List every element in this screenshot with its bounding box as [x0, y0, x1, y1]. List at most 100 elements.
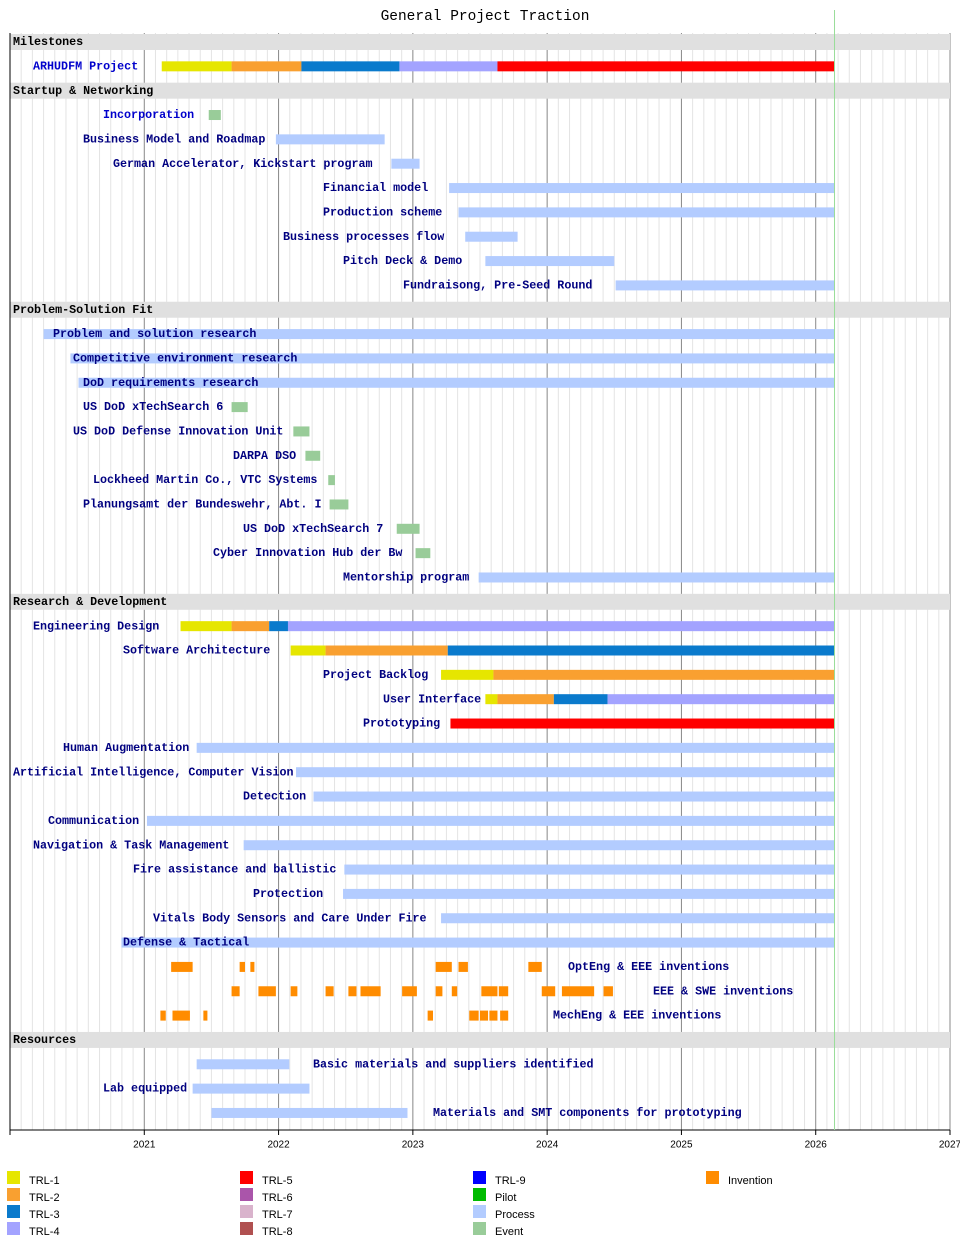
section-label: Research & Development — [13, 595, 167, 609]
task-bar — [435, 986, 443, 997]
legend-label: TRL-4 — [29, 1226, 60, 1238]
task-bar — [485, 256, 615, 267]
task-label: Detection — [243, 790, 306, 804]
task-label: User Interface — [383, 692, 481, 706]
x-tick-label: 2021 — [133, 1140, 156, 1151]
x-tick-label: 2027 — [939, 1140, 960, 1151]
task-label: US DoD Defense Innovation Unit — [73, 425, 283, 439]
task-bar — [348, 986, 357, 997]
section-band — [10, 1031, 950, 1048]
task-bar — [498, 986, 509, 997]
chart-title: General Project Traction — [381, 9, 590, 25]
task-label: German Accelerator, Kickstart program — [113, 157, 373, 171]
task-label: Protection — [253, 887, 323, 901]
legend-label: TRL-6 — [262, 1192, 293, 1204]
task-label: EEE & SWE inventions — [653, 984, 793, 998]
legend-label: TRL-5 — [262, 1175, 293, 1187]
legend-label: TRL-1 — [29, 1175, 60, 1187]
task-bar — [160, 1010, 166, 1021]
task-bar — [427, 1010, 433, 1021]
task-label: Navigation & Task Management — [33, 838, 229, 852]
task-label: Incorporation — [103, 108, 194, 122]
legend-swatch — [473, 1171, 486, 1184]
task-bar — [500, 1010, 509, 1021]
task-bar — [447, 645, 835, 656]
task-bar — [607, 694, 835, 705]
layer — [43, 10, 836, 1130]
x-tick-label: 2026 — [805, 1140, 828, 1151]
legend-label: TRL-7 — [262, 1209, 293, 1221]
task-bar — [329, 499, 349, 510]
section-label: Milestones — [13, 35, 83, 49]
task-bar — [615, 280, 835, 291]
task-bar — [293, 426, 310, 437]
task-bar — [415, 548, 431, 559]
task-bar — [269, 621, 288, 632]
section-band — [10, 34, 950, 50]
task-label: Lab equipped — [103, 1082, 187, 1096]
section-label: Problem-Solution Fit — [13, 303, 153, 317]
task-label: US DoD xTechSearch 7 — [243, 522, 383, 536]
legend-label: TRL-2 — [29, 1192, 60, 1204]
legend-swatch — [7, 1171, 20, 1184]
task-bar — [243, 840, 835, 851]
task-bar — [296, 767, 835, 778]
task-bar — [172, 1010, 190, 1021]
task-bar — [497, 61, 835, 72]
task-label: Defense & Tactical — [123, 936, 249, 950]
task-bar — [465, 231, 518, 242]
layer — [9, 33, 951, 1135]
task-bar — [528, 961, 542, 972]
task-bar — [480, 1010, 489, 1021]
task-bar — [553, 694, 608, 705]
task-bar — [391, 158, 420, 169]
task-label: Engineering Design — [33, 619, 159, 633]
task-bar — [208, 110, 221, 121]
layer: 2021 2022 2023 2024 2025 2026 2027 Milestones St… — [7, 35, 960, 1238]
task-bar — [449, 183, 835, 194]
task-label: Cyber Innovation Hub der Bw — [213, 546, 402, 560]
x-tick-label: 2022 — [267, 1140, 290, 1151]
task-label: DARPA DSO — [233, 449, 296, 463]
task-label: Human Augmentation — [63, 741, 189, 755]
task-bar — [78, 377, 835, 388]
task-bar — [458, 207, 835, 218]
task-bar — [328, 475, 335, 486]
task-bar — [497, 694, 554, 705]
task-label: Vitals Body Sensors and Care Under Fire — [153, 911, 427, 925]
task-bar — [192, 1083, 310, 1094]
task-label: Fundraisong, Pre-Seed Round — [403, 278, 592, 292]
legend-label: Process — [495, 1209, 535, 1221]
task-bar — [196, 742, 835, 753]
task-label: US DoD xTechSearch 6 — [83, 400, 223, 414]
task-bar — [203, 1010, 208, 1021]
task-bar — [231, 621, 270, 632]
x-tick-label: 2023 — [402, 1140, 425, 1151]
task-label: MechEng & EEE inventions — [553, 1009, 721, 1023]
section-label: Resources — [13, 1033, 76, 1047]
task-bar — [399, 61, 498, 72]
task-bar — [561, 986, 595, 997]
task-bar — [603, 986, 613, 997]
task-bar — [121, 937, 835, 948]
legend-swatch — [240, 1188, 253, 1201]
legend-swatch — [7, 1222, 20, 1235]
task-label: OptEng & EEE inventions — [568, 960, 729, 974]
task-bar — [275, 134, 385, 145]
task-label: Mentorship program — [343, 571, 469, 585]
task-bar — [43, 329, 835, 340]
legend-label: TRL-9 — [495, 1175, 526, 1187]
legend-swatch — [473, 1188, 486, 1201]
task-bar — [70, 353, 835, 364]
task-bar — [231, 986, 240, 997]
task-label: Problem and solution research — [53, 327, 256, 341]
task-label: Financial model — [323, 181, 428, 195]
task-bar — [290, 645, 326, 656]
section-band — [10, 301, 950, 318]
task-bar — [301, 61, 400, 72]
legend-label: TRL-3 — [29, 1209, 60, 1221]
task-label: ARHUDFM Project — [33, 59, 138, 73]
task-bar — [450, 718, 835, 729]
task-bar — [231, 61, 302, 72]
